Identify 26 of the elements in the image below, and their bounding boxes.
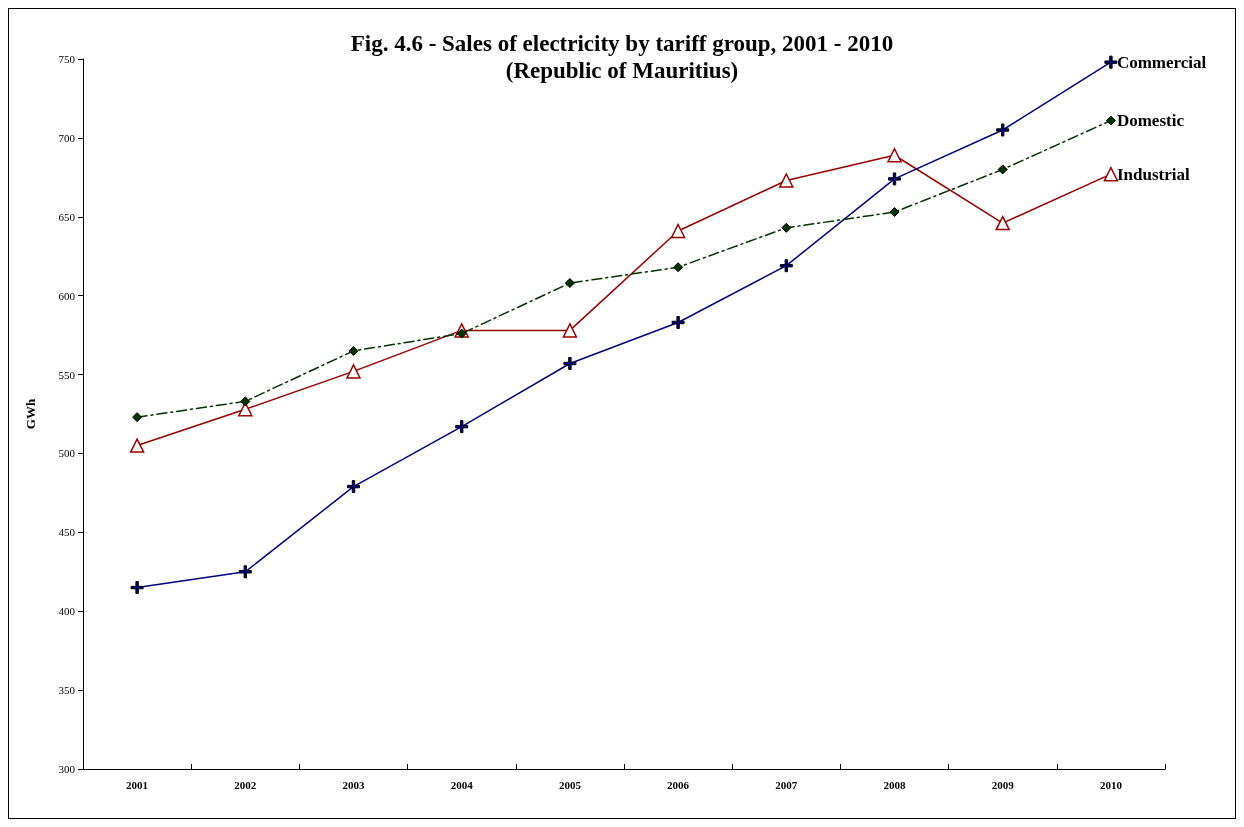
y-tick-label: 750 (58, 53, 76, 65)
y-tick-label: 350 (58, 684, 76, 697)
y-tick-label: 700 (58, 131, 76, 144)
series-label: Domestic (1116, 111, 1185, 131)
chart-title: Fig. 4.6 - Sales of electricity by tariff group, 2001 - 2010 (350, 31, 894, 56)
y-tick-label: 300 (58, 763, 76, 775)
y-tick-label: 400 (58, 605, 76, 618)
chart-subtitle: (Republic of Mauritius) (505, 58, 739, 83)
x-tick-label: 2002 (234, 778, 257, 791)
x-tick-label: 2001 (126, 778, 149, 791)
x-tick-label: 2009 (991, 778, 1015, 791)
x-tick-label: 2008 (883, 778, 906, 791)
y-tick-label: 550 (58, 368, 76, 381)
x-tick-label: 2004 (450, 778, 474, 791)
y-tick-label: 450 (58, 526, 76, 539)
x-tick-label: 2005 (558, 778, 582, 791)
y-tick-label: 600 (58, 289, 76, 302)
x-tick-label: 2003 (342, 778, 365, 791)
y-axis-title: GWh (23, 398, 38, 430)
x-tick-label: 2006 (667, 778, 690, 791)
x-tick-label: 2007 (775, 778, 798, 791)
x-tick-label: 2010 (1099, 778, 1123, 791)
series-label: Industrial (1116, 164, 1190, 184)
series-label: Commercial (1116, 52, 1207, 72)
y-tick-label: 650 (58, 210, 76, 223)
y-tick-label: 500 (58, 447, 76, 460)
